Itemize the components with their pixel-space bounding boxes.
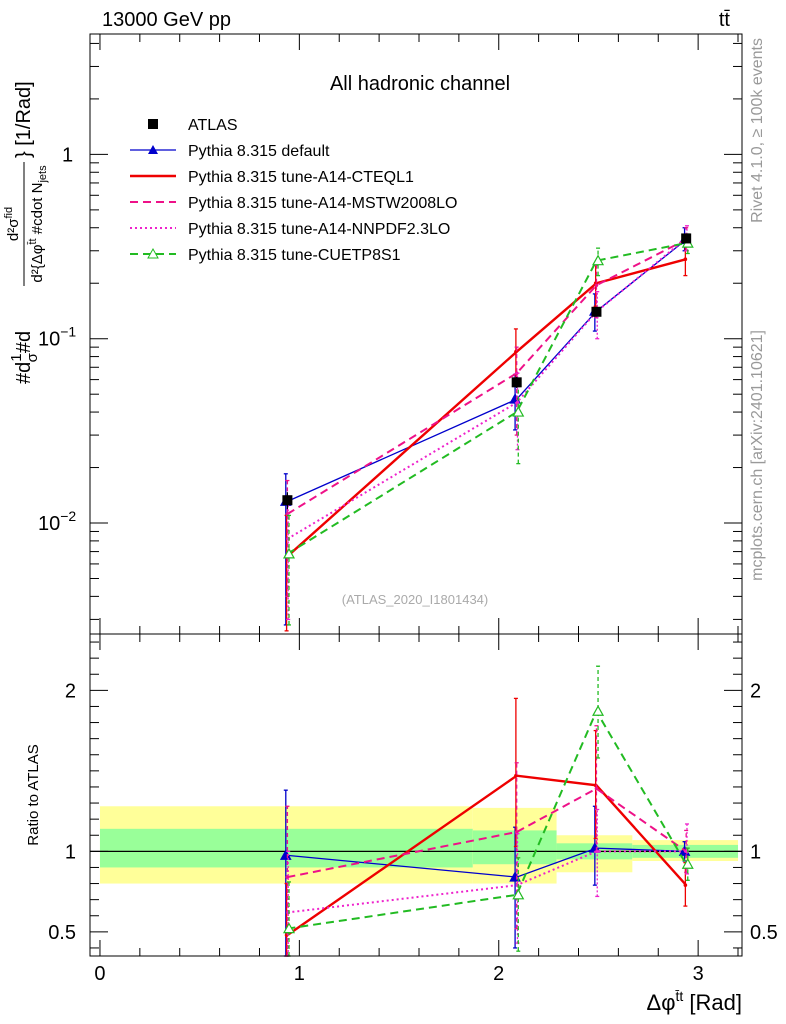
legend-atlas-label: ATLAS xyxy=(188,117,238,134)
legend-label-0: Pythia 8.315 default xyxy=(188,143,330,160)
ylabel-hash: #d xyxy=(13,331,35,353)
ratio-y-tick-label-right: 2 xyxy=(750,680,761,702)
main-y-tick-label: 10−2 xyxy=(38,508,76,535)
analysis-label: (ATLAS_2020_I1801434) xyxy=(342,592,488,607)
ratio-y-tick-label: 0.5 xyxy=(48,922,76,944)
legend: ATLAS Pythia 8.315 default Pythia 8.315 tu… xyxy=(130,117,457,264)
energy-label: 13000 GeV pp xyxy=(102,9,231,31)
ratio-y-tick-label-right: 0.5 xyxy=(750,922,778,944)
ylabel-dsig-den-rest: #cdot N xyxy=(29,183,46,239)
x-tick-label: 3 xyxy=(693,963,704,985)
svg-text:d²σfid: d²σfid xyxy=(3,207,22,241)
ratio-frame xyxy=(89,633,743,957)
ratio-series-4-marker xyxy=(282,922,296,934)
main-series-4-marker xyxy=(282,547,296,559)
ylabel-dsig-num: d²σ xyxy=(5,218,22,241)
ylabel-dsig-den: d²{Δφ xyxy=(29,244,46,282)
x-axis-label: Δφt̄t [Rad] xyxy=(647,988,742,1015)
legend-label-4: Pythia 8.315 tune-CUETP8S1 xyxy=(188,247,401,264)
ratio-series-4-line xyxy=(287,709,688,930)
main-series-0-line xyxy=(287,239,687,502)
ratio-panel: 0.5 0.5 1 1 2 2 0 1 2 3 Ratio to ATLAS Δφt̄t [Rad… xyxy=(25,633,778,1015)
ratio-series-0-line xyxy=(287,847,687,878)
rivet-version-label: Rivet 4.1.0, ≥ 100k events xyxy=(749,38,766,223)
ylabel-dsig-den-sup: t̄t xyxy=(27,238,39,245)
main-series-2-marker xyxy=(594,283,599,288)
main-series-2-line xyxy=(286,238,687,515)
x-tick-label: 1 xyxy=(294,963,305,985)
main-series-1-line xyxy=(286,258,687,558)
main-y-axis-label: #d1σ#d d²σfid d²{Δφt̄t #cdot Njets } [1/… xyxy=(3,81,49,384)
mcplots-label: mcplots.cern.ch [arXiv:2401.10621] xyxy=(749,330,766,581)
legend-label-1: Pythia 8.315 tune-A14-CTEQL1 xyxy=(188,169,414,186)
main-y-tick-label: 1 xyxy=(62,144,73,166)
ratio-y-axis-label: Ratio to ATLAS xyxy=(25,744,42,845)
ratio-series-2-marker xyxy=(514,830,519,834)
ratio-series-1-line xyxy=(286,774,688,937)
ylabel-den: σ xyxy=(24,352,41,362)
ylabel-unit: } [1/Rad] xyxy=(13,81,35,158)
legend-marker-4 xyxy=(147,247,159,259)
main-y-tick-label: 10−1 xyxy=(38,324,76,351)
ratio-series-2-line xyxy=(287,787,687,879)
legend-marker-0 xyxy=(148,145,158,154)
main-panel: All hadronic channel (ATLAS_2020_I180143… xyxy=(3,33,743,635)
ratio-series-4-marker xyxy=(592,705,605,716)
ratio-series-2-marker xyxy=(594,786,599,791)
process-label: tt̄ xyxy=(719,9,731,31)
x-tick-label: 0 xyxy=(94,963,105,985)
ratio-y-tick-label: 1 xyxy=(65,841,76,863)
main-series-4-line xyxy=(286,242,687,555)
main-title: All hadronic channel xyxy=(330,73,510,95)
ylabel-dsig-den-sub: jets xyxy=(37,165,49,184)
x-tick-label: 2 xyxy=(493,963,504,985)
svg-text:d²{Δφt̄t #cdot Njets: d²{Δφt̄t #cdot Njets xyxy=(27,165,49,283)
legend-atlas-marker xyxy=(148,119,158,129)
atlas-data-point xyxy=(282,495,293,506)
main-series-4-marker xyxy=(512,405,525,417)
legend-label-3: Pythia 8.315 tune-A14-NNPDF2.3LO xyxy=(188,221,450,238)
ratio-series-1-marker xyxy=(514,773,518,778)
ratio-series-4-marker xyxy=(512,888,525,900)
ratio-y-tick-label: 2 xyxy=(65,680,76,702)
ylabel-dsig-sup: fid xyxy=(3,207,15,219)
atlas-data-point xyxy=(511,377,522,388)
main-series-3-marker xyxy=(515,400,520,405)
atlas-data-point xyxy=(681,233,692,244)
main-series-4-marker xyxy=(592,254,605,266)
ylabel-frac: #d xyxy=(13,362,35,384)
main-series-1-marker xyxy=(683,257,688,262)
ratio-series-1-marker xyxy=(683,883,688,887)
atlas-data-point xyxy=(591,306,602,317)
ratio-y-tick-label-right: 1 xyxy=(750,841,761,863)
svg-text:#d1σ#d: #d1σ#d xyxy=(8,331,41,384)
legend-label-2: Pythia 8.315 tune-A14-MSTW2008LO xyxy=(188,195,457,212)
ylabel-num: 1 xyxy=(8,353,25,361)
ratio-series-3-line xyxy=(287,850,687,914)
ratio-series-4-marker xyxy=(681,857,694,869)
main-series-3-line xyxy=(286,237,687,540)
ratio-series-3-marker xyxy=(595,849,600,854)
